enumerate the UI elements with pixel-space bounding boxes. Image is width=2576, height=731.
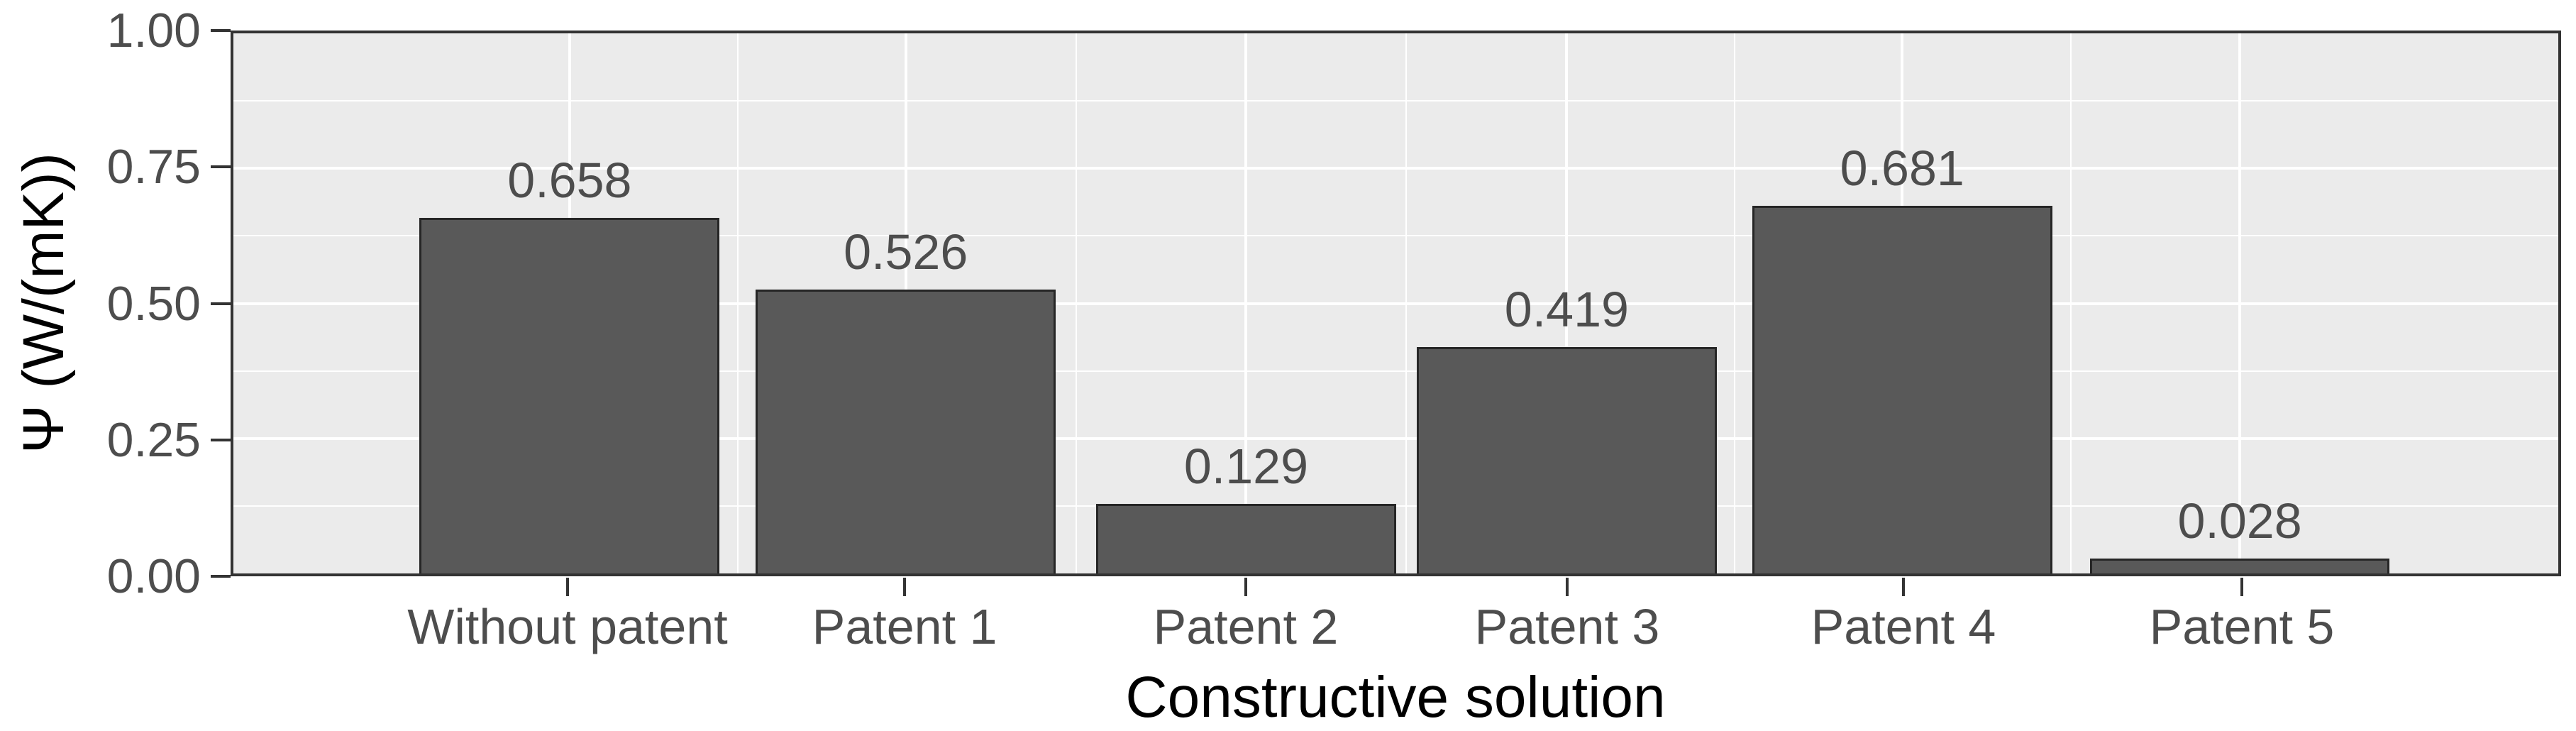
major-gridline-y — [233, 302, 2558, 305]
minor-gridline-y — [233, 100, 2558, 102]
y-tick-mark — [211, 29, 231, 32]
x-tick-mark — [1244, 578, 1247, 596]
y-tick-mark — [211, 165, 231, 169]
y-tick-label: 0.75 — [106, 140, 201, 194]
bar-2 — [756, 289, 1056, 573]
x-tick-mark — [566, 578, 569, 596]
bar-6 — [2089, 558, 2390, 573]
y-tick-mark — [211, 302, 231, 305]
bar-5 — [1752, 205, 2052, 573]
bar-value-label: 0.526 — [844, 224, 968, 280]
bar-4 — [1416, 347, 1717, 573]
x-tick-label-6: Patent 5 — [2149, 599, 2335, 654]
minor-gridline-x — [2070, 33, 2072, 573]
x-tick-mark — [903, 578, 907, 596]
bar-value-label: 0.658 — [507, 153, 632, 209]
bar-value-label: 0.681 — [1840, 140, 1964, 196]
major-gridline-y — [233, 436, 2558, 440]
minor-gridline-x — [1075, 33, 1077, 573]
bar-1 — [419, 218, 720, 573]
y-tick-label: 0.50 — [106, 276, 201, 331]
x-tick-label-3: Patent 2 — [1153, 599, 1339, 654]
bar-3 — [1096, 503, 1396, 573]
major-gridline-x — [1244, 33, 1248, 573]
major-gridline-x — [2238, 33, 2242, 573]
bar-value-label: 0.028 — [2177, 493, 2302, 549]
panel-inner: 0.658 0.526 0.129 0.419 0.681 0.028 — [233, 33, 2558, 573]
y-tick-label: 1.00 — [106, 4, 201, 57]
x-tick-mark — [1565, 578, 1569, 596]
x-axis-title: Constructive solution — [1125, 665, 1666, 730]
y-tick-label: 0.25 — [106, 412, 201, 467]
y-tick-mark — [211, 575, 231, 578]
minor-gridline-x — [1733, 33, 1735, 573]
major-gridline-y — [233, 167, 2558, 170]
minor-gridline-x — [1405, 33, 1408, 573]
bar-value-label: 0.129 — [1183, 438, 1309, 494]
x-tick-label-5: Patent 4 — [1811, 599, 1996, 654]
bar-value-label: 0.419 — [1504, 282, 1629, 338]
major-gridline-x — [1565, 33, 1569, 573]
x-tick-label-1: Without patent — [407, 599, 728, 654]
plot-panel: 0.658 0.526 0.129 0.419 0.681 0.028 — [231, 31, 2561, 576]
minor-gridline-y — [233, 370, 2558, 372]
y-tick-label: 0.00 — [106, 549, 201, 603]
x-tick-label-4: Patent 3 — [1474, 599, 1660, 654]
minor-gridline-x — [736, 33, 739, 573]
x-tick-mark — [2240, 578, 2243, 596]
x-tick-label-2: Patent 1 — [812, 599, 997, 654]
minor-gridline-y — [233, 235, 2558, 237]
x-tick-mark — [1901, 578, 1905, 596]
y-tick-mark — [211, 438, 231, 441]
